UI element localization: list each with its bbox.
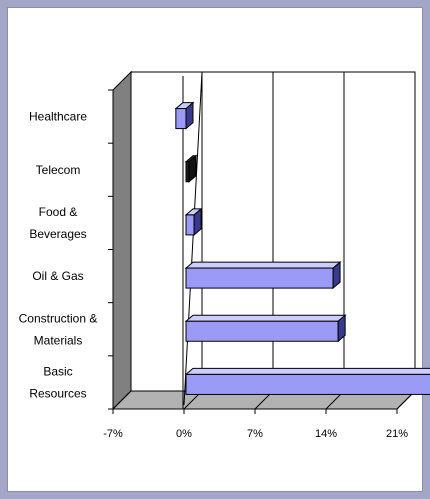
bar-side-face bbox=[332, 260, 341, 290]
bar bbox=[175, 108, 187, 130]
category-label: Food & Beverages bbox=[29, 205, 86, 241]
zero-axis-line bbox=[183, 71, 203, 406]
category-label: Telecom bbox=[36, 163, 81, 177]
x-tick-label: 14% bbox=[315, 428, 337, 440]
bar bbox=[185, 267, 334, 289]
bar bbox=[185, 320, 339, 342]
category-label: Oil & Gas bbox=[32, 269, 83, 283]
bar-top-face bbox=[184, 261, 342, 269]
floor-gridline bbox=[112, 390, 132, 410]
bar-top-face bbox=[184, 367, 430, 375]
bar bbox=[185, 373, 430, 395]
x-tick-label: -7% bbox=[103, 428, 123, 440]
bar-side-face bbox=[185, 101, 194, 130]
category-label: Construction & Materials bbox=[19, 311, 98, 347]
x-tick-label: 7% bbox=[247, 428, 263, 440]
category-label: Basic Resources bbox=[29, 364, 86, 400]
bar-top-face bbox=[184, 314, 347, 322]
x-tick-label: 21% bbox=[386, 428, 408, 440]
plot-side-wall bbox=[112, 70, 132, 411]
category-label: Healthcare bbox=[29, 110, 87, 124]
bar-side-face bbox=[188, 154, 197, 183]
x-tick-label: 0% bbox=[176, 428, 192, 440]
bar bbox=[185, 214, 195, 236]
bar-side-face bbox=[193, 207, 202, 237]
bar-side-face bbox=[337, 314, 346, 343]
